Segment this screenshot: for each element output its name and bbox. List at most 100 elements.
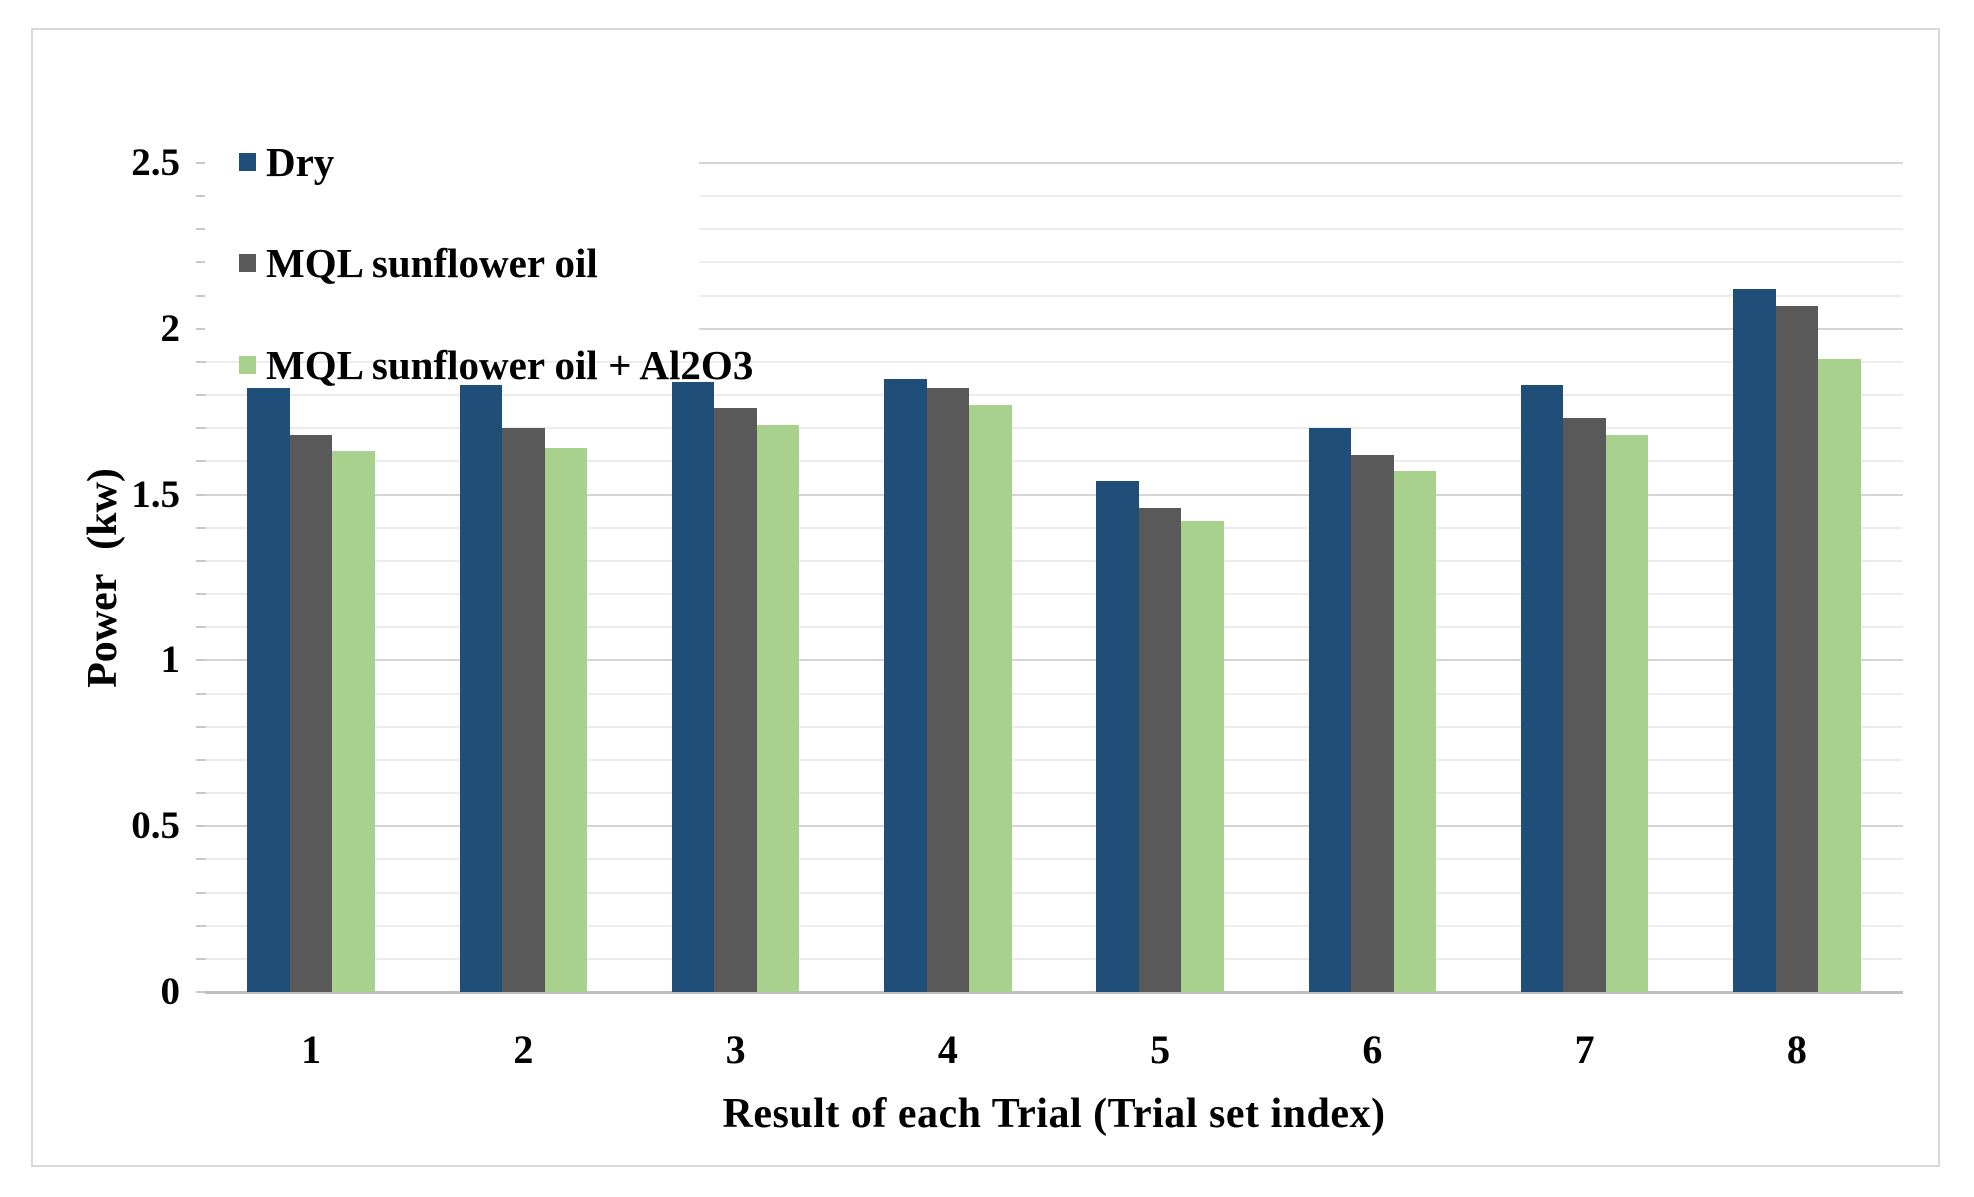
minor-gridline <box>205 228 1903 231</box>
minor-gridline <box>205 394 1903 397</box>
legend-item-mql-sunflower-oil-al2o3: MQL sunflower oil + Al2O3 <box>205 343 753 387</box>
y-axis-tick <box>196 725 206 728</box>
major-gridline <box>205 327 1903 330</box>
x-category-label: 7 <box>1574 1027 1595 1072</box>
bar-mql-sunflower-oil-trial-3 <box>714 408 757 992</box>
bar-mql-sunflower-oil-trial-1 <box>289 434 333 992</box>
bar-dry-trial-7 <box>1520 385 1564 992</box>
x-category-label: 1 <box>301 1027 322 1072</box>
major-gridline <box>205 659 1903 662</box>
minor-gridline <box>205 593 1903 596</box>
minor-gridline <box>205 294 1903 297</box>
x-category-label: 8 <box>1786 1027 1807 1072</box>
x-category-label: 2 <box>513 1027 534 1072</box>
bar-mql-sunflower-oil-trial-4 <box>926 388 970 992</box>
y-axis-tick <box>196 427 206 430</box>
minor-gridline <box>205 924 1903 927</box>
y-axis-tick <box>196 228 206 231</box>
x-category-label: 4 <box>937 1027 958 1072</box>
y-tick-label: 1.5 <box>131 472 180 516</box>
legend-item-dry: Dry <box>205 140 334 184</box>
x-category-label: 3 <box>725 1027 746 1072</box>
minor-gridline <box>205 526 1903 529</box>
y-axis-tick <box>196 924 206 927</box>
y-tick-label: 0.5 <box>131 804 180 848</box>
minor-gridline <box>205 858 1903 861</box>
legend-marker-dry-icon <box>239 153 256 171</box>
bar-dry-trial-5 <box>1096 481 1139 992</box>
minor-gridline <box>205 792 1903 795</box>
y-tick-label: 2.5 <box>131 141 180 184</box>
y-axis-tick <box>196 758 206 761</box>
y-axis-tick <box>196 526 206 529</box>
y-axis-tick <box>196 559 206 562</box>
minor-gridline <box>205 460 1903 463</box>
legend: Dry MQL sunflower oil MQL sunflower oil … <box>205 56 753 387</box>
bar-mql-sunflower-oil-al2o3-trial-2 <box>544 448 588 992</box>
y-axis-title: Power (kw) <box>80 468 126 688</box>
bar-mql-sunflower-oil-trial-5 <box>1138 507 1182 992</box>
y-axis-tick <box>196 792 206 795</box>
bar-dry-trial-2 <box>459 385 503 992</box>
minor-gridline <box>205 261 1903 264</box>
minor-gridline <box>205 427 1903 430</box>
y-axis-tick <box>196 294 206 297</box>
bar-dry-trial-6 <box>1308 428 1352 992</box>
bar-mql-sunflower-oil-al2o3-trial-6 <box>1393 471 1437 992</box>
major-gridline <box>205 825 1903 828</box>
y-axis-tick <box>196 493 206 496</box>
y-axis-tick <box>196 626 206 629</box>
y-axis-tick <box>196 394 206 397</box>
bar-mql-sunflower-oil-trial-7 <box>1563 418 1606 992</box>
legend-label-mql-sunflower-oil-al2o3: MQL sunflower oil + Al2O3 <box>266 342 754 388</box>
y-axis-tick <box>196 261 206 264</box>
x-axis-line <box>205 991 1903 994</box>
legend-label-mql-sunflower-oil: MQL sunflower oil <box>266 240 598 286</box>
y-axis-tick <box>196 162 206 164</box>
minor-gridline <box>205 891 1903 894</box>
bar-mql-sunflower-oil-trial-8 <box>1775 305 1819 992</box>
x-category-label: 5 <box>1150 1027 1171 1072</box>
legend-marker-mql-sunflower-oil-al2o3-icon <box>239 356 256 374</box>
bar-mql-sunflower-oil-al2o3-trial-5 <box>1181 521 1224 992</box>
y-axis-tick <box>196 991 206 993</box>
minor-gridline <box>205 758 1903 761</box>
minor-gridline <box>205 360 1903 363</box>
bar-dry-trial-3 <box>671 381 715 992</box>
y-axis-tick <box>196 659 206 662</box>
bar-mql-sunflower-oil-al2o3-trial-8 <box>1818 358 1861 992</box>
bar-dry-trial-1 <box>247 388 290 992</box>
minor-gridline <box>205 725 1903 728</box>
legend-item-mql-sunflower-oil: MQL sunflower oil <box>205 241 598 285</box>
y-tick-label: 1 <box>160 638 181 682</box>
y-axis-tick <box>196 593 206 596</box>
y-axis-tick <box>196 825 206 828</box>
y-axis-tick <box>196 891 206 894</box>
legend-marker-mql-sunflower-oil-icon <box>239 254 256 272</box>
bar-mql-sunflower-oil-al2o3-trial-1 <box>332 451 375 992</box>
y-axis-tick <box>196 692 206 695</box>
bar-dry-trial-4 <box>884 378 927 992</box>
major-gridline <box>205 162 1903 164</box>
bar-mql-sunflower-oil-al2o3-trial-7 <box>1605 434 1649 992</box>
y-axis-tick <box>196 957 206 960</box>
minor-gridline <box>205 692 1903 695</box>
minor-gridline <box>205 195 1903 198</box>
legend-label-dry: Dry <box>266 139 335 185</box>
minor-gridline <box>205 559 1903 562</box>
bar-mql-sunflower-oil-al2o3-trial-3 <box>756 424 800 992</box>
x-axis-title: Result of each Trial (Trial set index) <box>722 1091 1386 1137</box>
y-axis-tick <box>196 195 206 198</box>
minor-gridline <box>205 626 1903 629</box>
y-axis-tick <box>196 460 206 463</box>
y-axis-tick <box>196 327 206 330</box>
x-category-label: 6 <box>1362 1027 1383 1072</box>
y-axis-tick <box>196 858 206 861</box>
bar-mql-sunflower-oil-al2o3-trial-4 <box>969 405 1012 992</box>
y-axis-tick <box>196 360 206 363</box>
minor-gridline <box>205 957 1903 960</box>
major-gridline <box>205 493 1903 496</box>
bar-dry-trial-8 <box>1733 289 1776 992</box>
bar-mql-sunflower-oil-trial-2 <box>502 428 545 992</box>
